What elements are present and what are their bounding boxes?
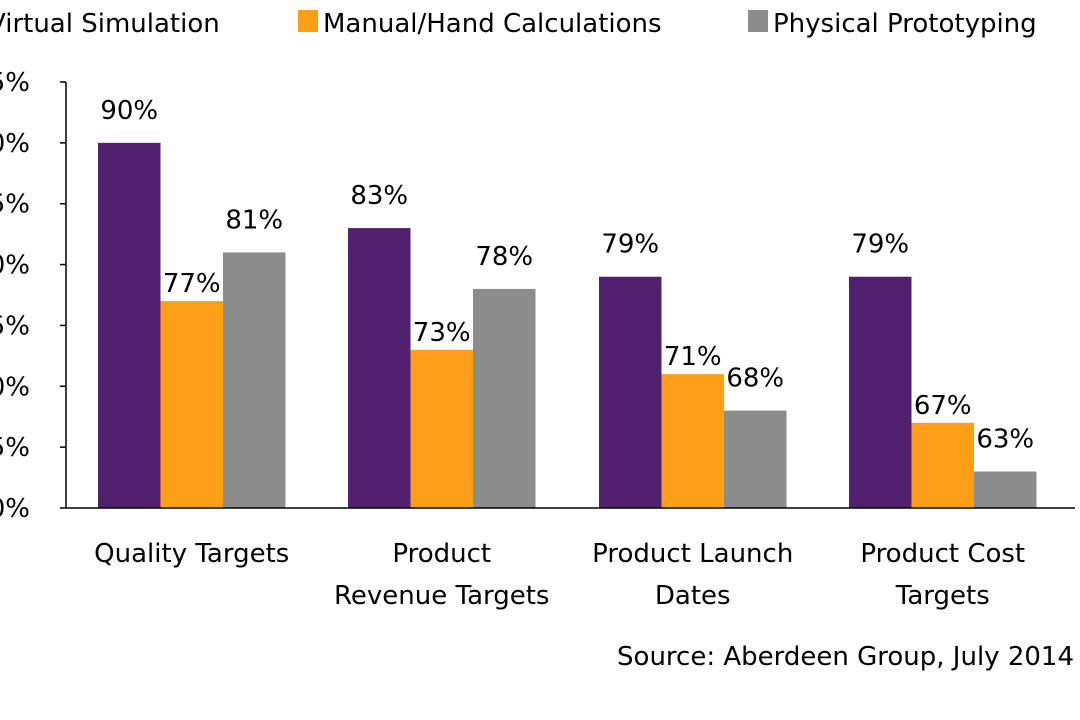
bar xyxy=(473,288,536,508)
y-tick-label: 75% xyxy=(0,311,30,341)
bar xyxy=(223,252,286,508)
value-label: 77% xyxy=(163,269,221,299)
value-label: 63% xyxy=(976,424,1034,454)
bar xyxy=(98,142,161,508)
bar xyxy=(724,410,787,508)
value-label: 90% xyxy=(100,96,158,126)
category-label: Product xyxy=(392,539,491,569)
bar xyxy=(348,228,411,509)
value-label: 78% xyxy=(475,242,533,272)
x-axis: Quality Targets Product Revenue Targets Pro… xyxy=(66,507,1075,611)
value-label: 83% xyxy=(350,181,408,211)
bar xyxy=(410,349,473,508)
y-tick-label: 65% xyxy=(0,433,30,463)
y-tick-label: 90% xyxy=(0,129,30,159)
category-label: Dates xyxy=(655,581,731,611)
value-label: 68% xyxy=(726,364,784,394)
category-label: Targets xyxy=(895,581,990,611)
bars xyxy=(98,142,1037,509)
bar xyxy=(661,374,724,508)
y-tick-label: 95% xyxy=(0,68,30,98)
y-tick-label: 80% xyxy=(0,251,30,281)
bar xyxy=(599,276,662,508)
bar xyxy=(160,301,223,508)
value-labels: 90% 77% 81% 83% 73% 78% 79% 71%68% 79% 67%63% xyxy=(100,96,1034,455)
y-tick-label: 60% xyxy=(0,494,30,524)
y-axis: 60% 65% 70% 75% 80% 85% 90% 95% xyxy=(0,68,67,524)
legend-label: Physical Prototyping xyxy=(773,9,1037,39)
legend: Virtual Simulation Manual/Hand Calculatio… xyxy=(0,9,1037,39)
value-label: 81% xyxy=(225,205,283,235)
category-label: Quality Targets xyxy=(94,539,289,569)
value-label: 67% xyxy=(914,391,972,421)
source-note: Source: Aberdeen Group, July 2014 xyxy=(617,642,1074,672)
legend-swatch xyxy=(298,10,318,32)
legend-label: Manual/Hand Calculations xyxy=(323,9,662,39)
category-label: Product Launch xyxy=(592,539,793,569)
value-label: 71% xyxy=(664,342,722,372)
category-label: Revenue Targets xyxy=(334,581,549,611)
value-label: 79% xyxy=(601,230,659,260)
y-tick-label: 85% xyxy=(0,190,30,220)
y-tick-label: 70% xyxy=(0,372,30,402)
category-label: Product Cost xyxy=(860,539,1025,569)
legend-label: Virtual Simulation xyxy=(0,9,220,39)
bar xyxy=(849,276,912,508)
bar xyxy=(974,471,1037,508)
legend-swatch xyxy=(748,10,768,32)
bar xyxy=(911,422,974,508)
value-label: 79% xyxy=(851,230,909,260)
value-label: 73% xyxy=(413,318,471,348)
